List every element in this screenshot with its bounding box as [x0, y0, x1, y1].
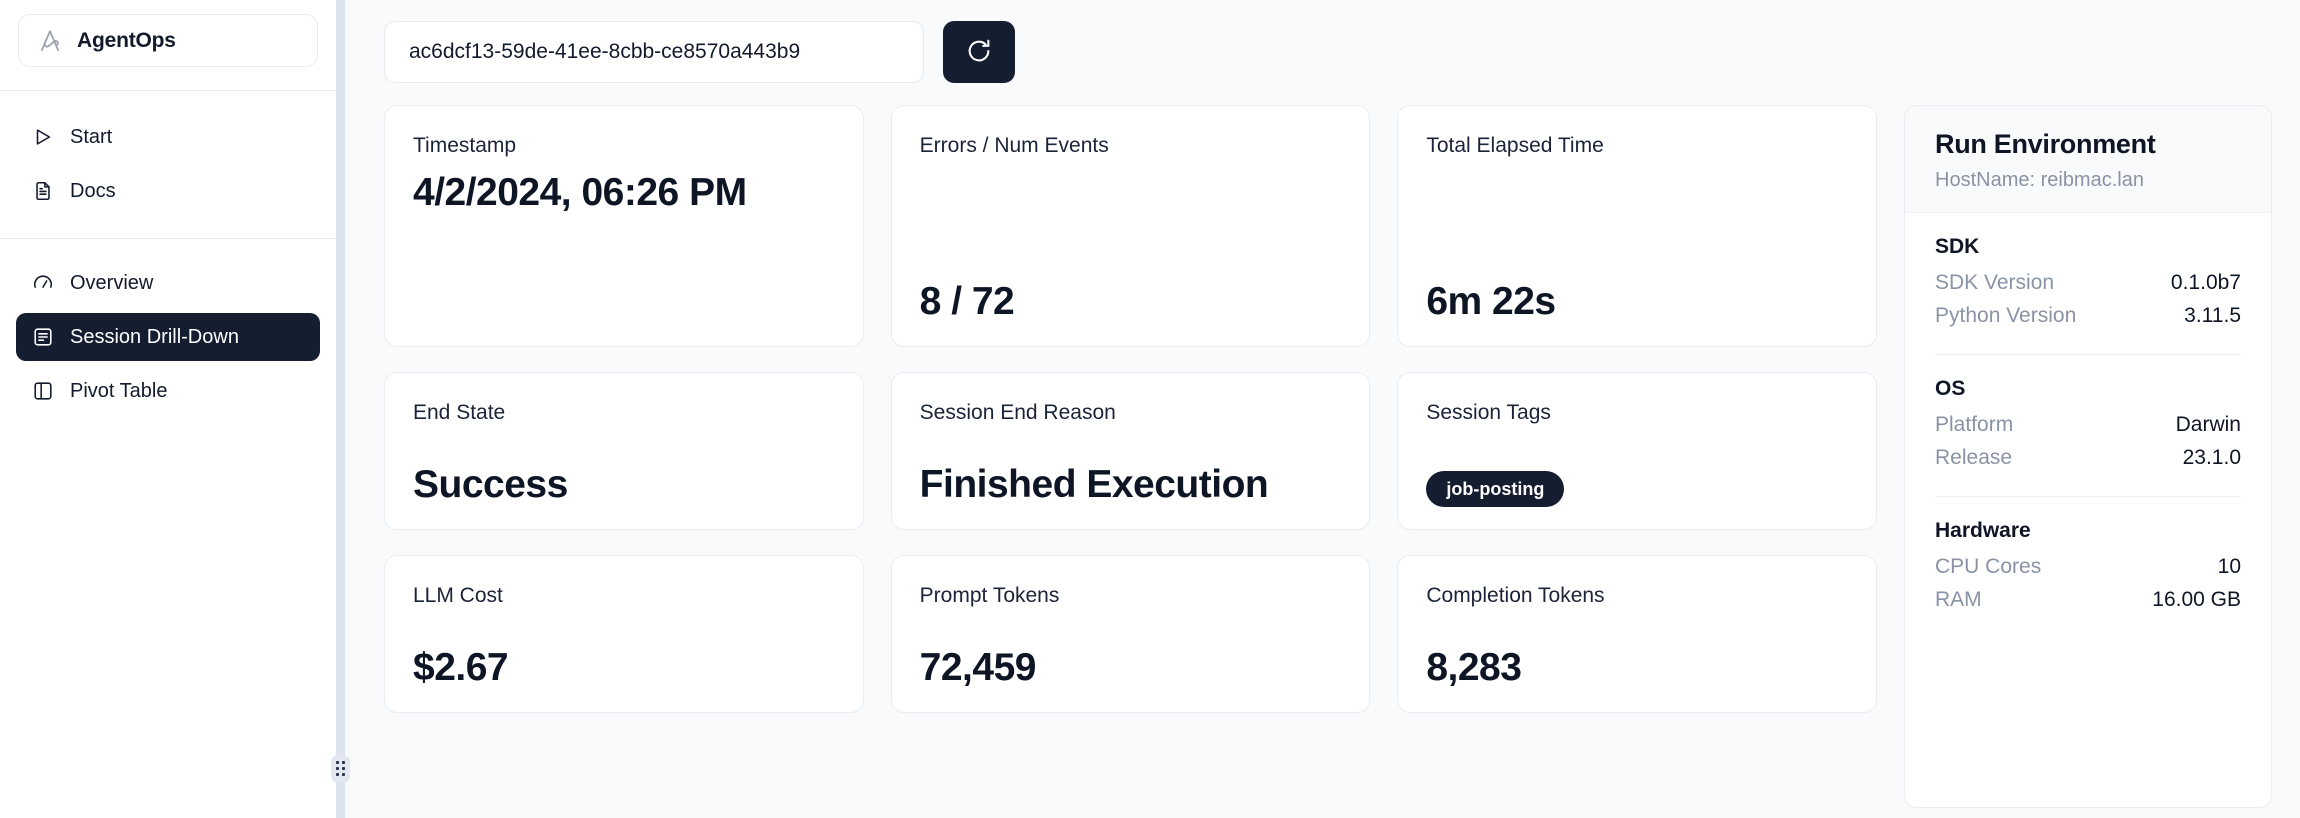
card-value: 8 / 72: [919, 279, 1015, 323]
card-label: Completion Tokens: [1426, 584, 1605, 607]
metric-card-end-state: End State Success: [384, 372, 864, 530]
env-value: 3.11.5: [2184, 303, 2241, 327]
card-label: Prompt Tokens: [919, 584, 1060, 607]
card-row: End State Success Session End Reason Fin…: [384, 372, 1878, 530]
page-title: Run Environment: [1935, 129, 2156, 159]
refresh-button[interactable]: [943, 21, 1015, 83]
env-row: CPU Cores 10: [1935, 551, 2241, 584]
card-label: Errors / Num Events: [919, 134, 1109, 157]
list-panel-icon: [32, 326, 54, 348]
paperclip-logo-icon: [37, 28, 63, 54]
columns-icon: [32, 380, 54, 402]
card-label: Session End Reason: [919, 401, 1116, 424]
sidebar: AgentOps Start: [0, 0, 336, 818]
nav-group-primary: Start Docs: [0, 91, 336, 215]
env-section-os: OS Platform Darwin Release 23.1.0: [1935, 354, 2241, 474]
session-id-input[interactable]: [384, 21, 924, 83]
card-row: Timestamp 4/2/2024, 06:26 PM Errors / Nu…: [384, 105, 1878, 347]
env-value: Darwin: [2175, 413, 2241, 437]
metric-card-total-elapsed-time: Total Elapsed Time 6m 22s: [1397, 105, 1878, 347]
card-value: Success: [413, 462, 568, 506]
document-icon: [32, 180, 54, 202]
metric-cards-grid: Timestamp 4/2/2024, 06:26 PM Errors / Nu…: [384, 105, 1878, 808]
sidebar-item-docs[interactable]: Docs: [16, 167, 320, 215]
env-key: CPU Cores: [1935, 555, 2042, 579]
brand-button[interactable]: AgentOps: [18, 14, 318, 67]
card-row: LLM Cost $2.67 Prompt Tokens 72,459 Comp…: [384, 555, 1878, 713]
sidebar-divider-top: [0, 90, 336, 91]
card-label: End State: [413, 401, 506, 424]
env-key: RAM: [1935, 587, 1982, 611]
metric-card-prompt-tokens: Prompt Tokens 72,459: [890, 555, 1371, 713]
content-area: Timestamp 4/2/2024, 06:26 PM Errors / Nu…: [384, 105, 2272, 808]
metric-card-timestamp: Timestamp 4/2/2024, 06:26 PM: [384, 105, 864, 347]
env-row: SDK Version 0.1.0b7: [1935, 267, 2241, 300]
metric-card-session-end-reason: Session End Reason Finished Execution: [890, 372, 1371, 530]
drag-dots-icon[interactable]: [331, 755, 350, 783]
card-value: 4/2/2024, 06:26 PM: [413, 171, 747, 215]
metric-card-llm-cost: LLM Cost $2.67: [384, 555, 864, 713]
sidebar-item-label: Docs: [70, 179, 116, 202]
sidebar-item-pivot-table[interactable]: Pivot Table: [16, 367, 320, 415]
env-value: 16.00 GB: [2152, 587, 2241, 611]
env-row: RAM 16.00 GB: [1935, 584, 2241, 617]
card-value: $2.67: [413, 645, 509, 689]
env-key: Release: [1935, 445, 2013, 469]
env-value: 0.1.0b7: [2170, 271, 2241, 294]
card-value: 6m 22s: [1426, 279, 1556, 323]
sidebar-item-overview[interactable]: Overview: [16, 259, 320, 307]
env-section-title: Hardware: [1935, 519, 2031, 543]
gauge-icon: [32, 272, 54, 294]
toolbar: [384, 21, 2272, 83]
env-section-sdk: SDK SDK Version 0.1.0b7 Python Version 3…: [1935, 213, 2241, 332]
run-environment-body: SDK SDK Version 0.1.0b7 Python Version 3…: [1905, 213, 2271, 616]
sidebar-item-label: Start: [70, 125, 113, 148]
env-section-title: SDK: [1935, 235, 1980, 258]
sidebar-item-label: Session Drill-Down: [70, 325, 239, 348]
sidebar-resizer[interactable]: [331, 0, 350, 818]
brand-wrapper: AgentOps: [0, 0, 336, 67]
metric-card-completion-tokens: Completion Tokens 8,283: [1397, 555, 1878, 713]
hostname-label: HostName: reibmac.lan: [1935, 169, 2144, 191]
card-label: Total Elapsed Time: [1426, 134, 1604, 157]
env-row: Python Version 3.11.5: [1935, 300, 2241, 333]
sidebar-item-label: Pivot Table: [70, 379, 168, 402]
main-content: Timestamp 4/2/2024, 06:26 PM Errors / Nu…: [345, 0, 2300, 818]
env-section-title: OS: [1935, 377, 1966, 401]
env-key: Platform: [1935, 413, 2014, 437]
sidebar-item-start[interactable]: Start: [16, 113, 320, 161]
run-environment-panel: Run Environment HostName: reibmac.lan SD…: [1904, 105, 2272, 808]
sidebar-item-label: Overview: [70, 271, 154, 294]
nav-group-secondary: Overview Session Drill-Down: [0, 239, 336, 415]
sidebar-divider-mid: [0, 238, 336, 239]
metric-card-session-tags: Session Tags job-posting: [1397, 372, 1878, 530]
metric-card-errors-num-events: Errors / Num Events 8 / 72: [890, 105, 1371, 347]
tag-list: job-posting: [1426, 471, 1848, 507]
env-row: Release 23.1.0: [1935, 442, 2241, 475]
card-label: Timestamp: [413, 134, 517, 157]
status-badge[interactable]: job-posting: [1426, 471, 1565, 507]
run-environment-header: Run Environment HostName: reibmac.lan: [1905, 106, 2271, 213]
env-row: Platform Darwin: [1935, 409, 2241, 442]
card-value: 72,459: [919, 645, 1037, 689]
env-key: SDK Version: [1935, 271, 2055, 294]
env-value: 23.1.0: [2182, 445, 2241, 469]
env-value: 10: [2217, 555, 2241, 579]
env-section-hardware: Hardware CPU Cores 10 RAM 16.00 GB: [1935, 496, 2241, 616]
brand-name: AgentOps: [77, 28, 176, 52]
card-label: LLM Cost: [413, 584, 503, 607]
sidebar-item-session-drill-down[interactable]: Session Drill-Down: [16, 313, 320, 361]
refresh-icon: [965, 37, 993, 68]
env-key: Python Version: [1935, 303, 2077, 327]
card-value: 8,283: [1426, 645, 1522, 689]
card-label: Session Tags: [1426, 401, 1551, 424]
card-value: Finished Execution: [919, 462, 1269, 506]
play-triangle-icon: [32, 126, 54, 148]
